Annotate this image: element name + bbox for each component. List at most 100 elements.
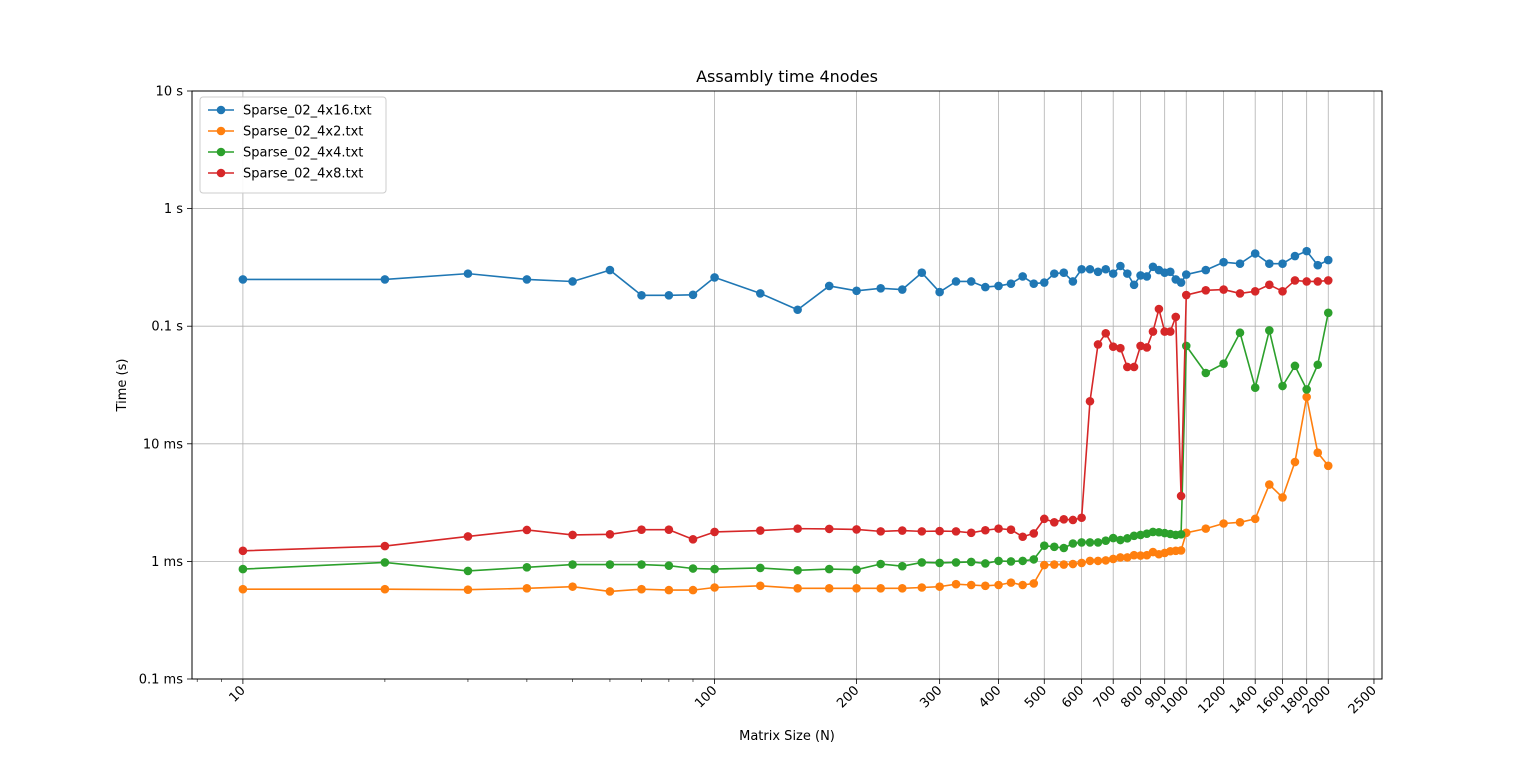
series-Sparse_02_4x8.txt (238, 276, 1333, 556)
data-point (1093, 538, 1103, 547)
data-point (1129, 531, 1139, 541)
data-point (755, 289, 765, 298)
data-point (1068, 559, 1078, 569)
legend-item: Sparse_02_4x16.txt (208, 104, 372, 119)
chart-title: Assambly time 4nodes (696, 67, 878, 86)
legend-marker (216, 126, 226, 136)
y-axis: 0.1 ms 1 ms 10 ms 0.1 s 1 s 10 s (139, 85, 192, 688)
data-point (522, 563, 532, 572)
data-point (917, 583, 927, 592)
data-point (463, 566, 473, 576)
data-point (1278, 381, 1287, 391)
data-point (1265, 259, 1274, 268)
data-point (1176, 529, 1186, 539)
data-point (688, 290, 698, 300)
legend-label: Sparse_02_4x4.txt (243, 146, 363, 161)
data-point (1201, 265, 1211, 275)
data-point (1108, 269, 1118, 278)
data-point (935, 558, 944, 568)
data-point (710, 564, 719, 574)
data-point (793, 584, 802, 593)
data-point (981, 559, 990, 568)
x-axis-label: Matrix Size (N) (739, 729, 835, 744)
data-point (1123, 269, 1132, 278)
data-point (1323, 255, 1333, 265)
y-tick-label: 1 ms (151, 555, 183, 570)
data-point (1265, 480, 1274, 489)
data-point (755, 581, 765, 591)
data-point (1302, 246, 1311, 256)
data-point (1116, 261, 1125, 271)
data-point (935, 287, 944, 297)
data-point (1165, 267, 1175, 277)
plot-frame (191, 90, 1383, 680)
data-point (994, 556, 1003, 566)
data-point (1176, 491, 1186, 501)
data-point (1176, 546, 1186, 555)
series-Sparse_02_4x2.txt (238, 392, 1333, 596)
data-point (994, 281, 1003, 291)
data-point (1077, 264, 1086, 274)
data-point (1154, 304, 1164, 314)
data-point (966, 580, 976, 590)
data-point (1290, 361, 1300, 371)
legend-item: Sparse_02_4x8.txt (208, 167, 363, 182)
data-point (1085, 538, 1095, 547)
data-point (1039, 514, 1049, 524)
data-point (1313, 277, 1323, 286)
data-point (1313, 360, 1323, 370)
data-point (1049, 560, 1059, 569)
data-point (951, 527, 961, 536)
data-point (1018, 272, 1027, 281)
data-point (1116, 535, 1125, 545)
data-point (876, 559, 885, 569)
data-point (238, 275, 248, 284)
legend: Sparse_02_4x16.txt Sparse_02_4x2.txt Spars… (199, 96, 387, 194)
data-point (1068, 515, 1078, 525)
data-point (876, 527, 885, 536)
data-point (1059, 560, 1069, 569)
series-line (242, 312, 1330, 572)
data-point (1165, 327, 1175, 336)
data-point (917, 527, 927, 536)
legend-label: Sparse_02_4x8.txt (243, 167, 363, 182)
data-point (1077, 538, 1086, 547)
data-point (1006, 279, 1016, 288)
data-point (1129, 550, 1139, 560)
data-point (1093, 340, 1103, 349)
data-point (1323, 308, 1333, 318)
data-point (1265, 326, 1274, 335)
data-point (1219, 257, 1228, 267)
data-point (1068, 277, 1078, 286)
data-point (1006, 557, 1016, 566)
data-point (568, 582, 577, 591)
data-point (966, 557, 976, 567)
data-point (1006, 578, 1016, 587)
data-point (1201, 368, 1211, 378)
data-point (981, 581, 990, 591)
data-point (951, 558, 961, 567)
data-point (568, 560, 577, 569)
y-tick-label: 10 s (156, 85, 184, 100)
y-tick-label: 10 ms (143, 437, 183, 452)
data-point (1142, 343, 1152, 352)
data-point (688, 535, 698, 544)
data-point (1176, 278, 1186, 287)
data-point (1136, 551, 1145, 560)
data-point (522, 584, 532, 593)
series-layer (238, 246, 1333, 596)
data-point (1129, 362, 1139, 372)
data-point (1123, 362, 1132, 372)
data-point (951, 579, 961, 589)
data-point (917, 268, 927, 278)
data-point (1181, 270, 1191, 279)
data-point (1108, 533, 1118, 543)
data-point (688, 585, 698, 595)
data-point (981, 282, 990, 292)
data-point (1181, 341, 1191, 351)
data-point (981, 525, 990, 535)
data-point (1029, 279, 1039, 288)
data-point (1323, 461, 1333, 471)
data-point (637, 560, 646, 569)
